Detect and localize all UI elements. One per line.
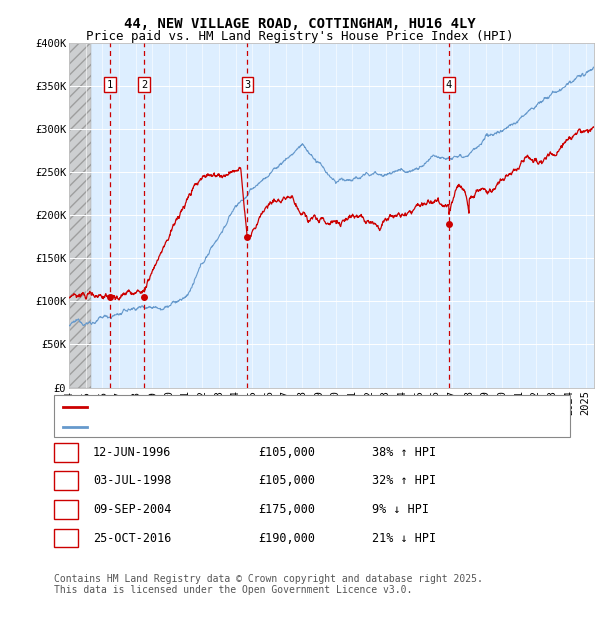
Text: 2: 2	[62, 474, 70, 487]
Text: 21% ↓ HPI: 21% ↓ HPI	[372, 532, 436, 544]
Text: 25-OCT-2016: 25-OCT-2016	[93, 532, 172, 544]
Bar	[69, 43, 91, 388]
Text: 4: 4	[62, 532, 70, 544]
Text: 09-SEP-2004: 09-SEP-2004	[93, 503, 172, 516]
Text: 03-JUL-1998: 03-JUL-1998	[93, 474, 172, 487]
Text: 3: 3	[244, 80, 250, 90]
Text: Contains HM Land Registry data © Crown copyright and database right 2025.
This d: Contains HM Land Registry data © Crown c…	[54, 574, 483, 595]
Text: 44, NEW VILLAGE ROAD, COTTINGHAM, HU16 4LY: 44, NEW VILLAGE ROAD, COTTINGHAM, HU16 4…	[124, 17, 476, 32]
Text: 1: 1	[107, 80, 113, 90]
Text: HPI: Average price, detached house, East Riding of Yorkshire: HPI: Average price, detached house, East…	[91, 422, 496, 432]
Text: 9% ↓ HPI: 9% ↓ HPI	[372, 503, 429, 516]
Text: 44, NEW VILLAGE ROAD, COTTINGHAM, HU16 4LY (detached house): 44, NEW VILLAGE ROAD, COTTINGHAM, HU16 4…	[91, 402, 490, 412]
Text: £105,000: £105,000	[258, 474, 315, 487]
Text: 3: 3	[62, 503, 70, 516]
Text: 2: 2	[141, 80, 147, 90]
Text: £105,000: £105,000	[258, 446, 315, 459]
Text: Price paid vs. HM Land Registry's House Price Index (HPI): Price paid vs. HM Land Registry's House …	[86, 30, 514, 43]
Text: £190,000: £190,000	[258, 532, 315, 544]
Text: 4: 4	[446, 80, 452, 90]
Text: 12-JUN-1996: 12-JUN-1996	[93, 446, 172, 459]
Text: 32% ↑ HPI: 32% ↑ HPI	[372, 474, 436, 487]
Text: 1: 1	[62, 446, 70, 459]
Text: £175,000: £175,000	[258, 503, 315, 516]
Text: 38% ↑ HPI: 38% ↑ HPI	[372, 446, 436, 459]
